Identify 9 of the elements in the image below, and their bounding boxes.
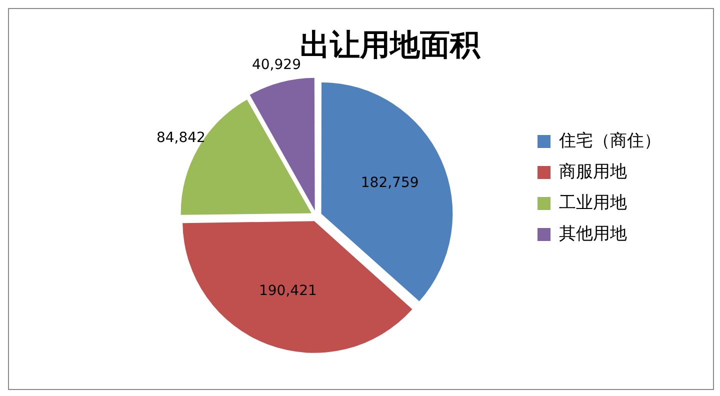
data-label: 40,929 — [252, 56, 301, 73]
legend-label: 住宅（商住） — [558, 130, 661, 151]
data-label: 182,759 — [360, 174, 419, 191]
legend-label: 其他用地 — [559, 224, 627, 244]
chart-title: 出让用地面积 — [300, 28, 481, 63]
legend-label: 商服用地 — [559, 162, 627, 182]
data-label: 84,842 — [156, 130, 206, 146]
data-label: 190,421 — [258, 283, 317, 300]
legend-label: 工业用地 — [559, 192, 627, 213]
